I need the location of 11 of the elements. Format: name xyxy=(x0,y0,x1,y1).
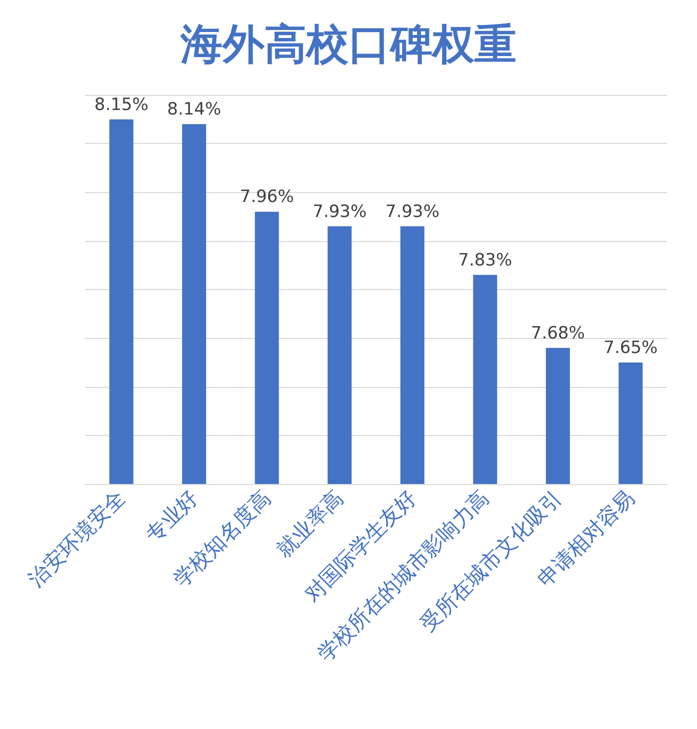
chart-title: 海外高校口碑权重 xyxy=(180,20,516,68)
data-label: 7.68% xyxy=(530,323,585,344)
data-label: 7.96% xyxy=(240,187,294,208)
x-tick-label: 专业好 xyxy=(141,486,203,548)
data-label: 7.93% xyxy=(312,202,367,222)
data-label: 8.15% xyxy=(94,94,148,115)
data-label: 7.65% xyxy=(604,338,658,358)
data-label: 7.83% xyxy=(458,250,512,270)
data-label: 8.14% xyxy=(167,100,222,120)
x-tick-label: 治安环境安全 xyxy=(24,486,130,592)
data-label: 7.93% xyxy=(385,202,440,222)
